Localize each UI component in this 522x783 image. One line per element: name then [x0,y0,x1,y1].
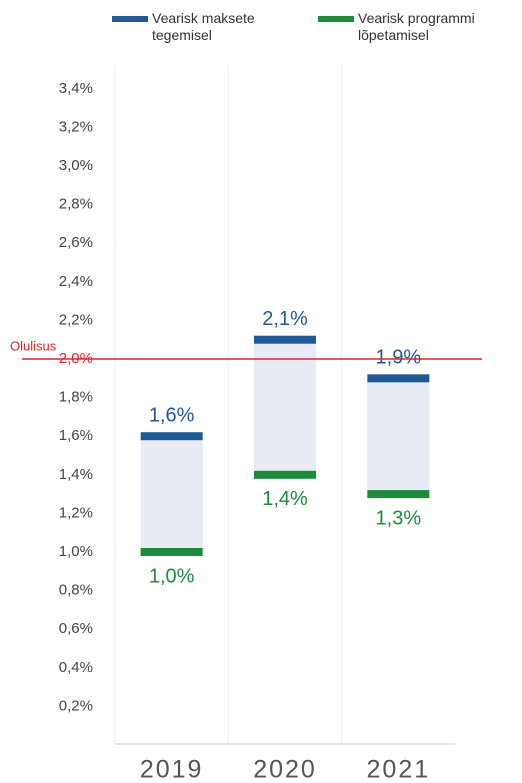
y-tick-label: 1,2% [59,504,93,521]
legend-swatch [318,16,354,22]
legend-item: Vearisk programmi lõpetamisel [318,10,522,44]
x-tick-label: 2020 [253,756,317,783]
legend-label: Vearisk maksete tegemisel [152,10,255,43]
y-tick-label: 2,2% [59,311,93,328]
threshold-label: Olulisus [10,338,57,353]
value-marker [367,374,430,383]
y-tick-label: 0,6% [59,620,93,637]
x-tick-label: 2019 [140,756,204,783]
data-label: 1,0% [149,565,195,587]
data-label: 1,9% [376,347,422,369]
x-tick-label: 2021 [367,756,431,783]
y-tick-label: 3,0% [59,157,93,174]
value-marker [140,432,203,441]
value-marker [367,490,430,499]
range-band [367,378,430,495]
y-tick-label: 0,4% [59,659,93,676]
y-tick-label: 3,2% [59,118,93,135]
y-tick-label: 1,4% [59,466,93,483]
legend-label: Vearisk programmi lõpetamisel [358,10,475,43]
legend-swatch [112,16,148,22]
y-tick-label: 0,2% [59,697,93,714]
value-marker [254,335,316,344]
y-tick-label: 1,0% [59,543,93,560]
range-band [254,339,316,475]
value-marker [140,548,203,556]
range-band [140,436,203,552]
data-label: 1,3% [376,507,422,529]
y-tick-label: 2,6% [59,234,93,251]
y-tick-label: 3,4% [59,80,93,97]
y-tick-label: 1,6% [59,427,93,444]
data-label: 2,1% [262,308,308,330]
data-label: 1,4% [262,488,308,510]
data-label: 1,6% [149,404,195,426]
y-tick-label: 0,8% [59,582,93,599]
y-tick-label: 1,8% [59,389,93,406]
value-marker [254,470,316,479]
y-tick-label: 2,4% [59,273,93,290]
y-tick-label: 2,8% [59,196,93,213]
legend-item: Vearisk maksete tegemisel [112,10,302,44]
